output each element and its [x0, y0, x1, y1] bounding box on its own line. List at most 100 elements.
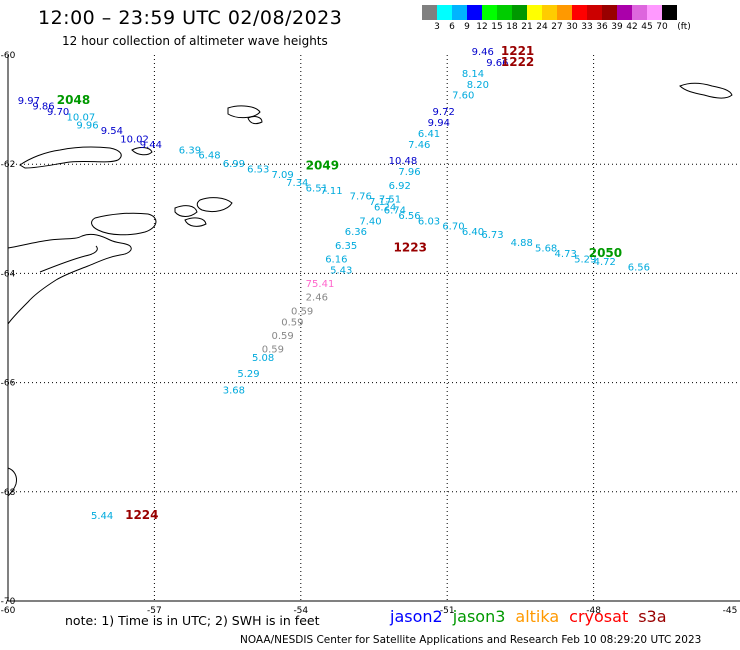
wave-height-label: 7.34 [286, 178, 308, 189]
legend-swatch [662, 5, 677, 20]
wave-height-label: 6.35 [335, 241, 357, 252]
legend-swatch [587, 5, 602, 20]
lon-label: -57 [147, 606, 162, 616]
wave-height-label: 75.41 [306, 279, 335, 290]
wave-height-label: 9.86 [32, 102, 54, 113]
wave-height-label: 9.72 [433, 107, 455, 118]
wave-height-label: 3.68 [223, 386, 245, 397]
wave-height-label: 9.46 [472, 47, 494, 58]
footnote: note: 1) Time is in UTC; 2) SWH is in fe… [65, 613, 320, 628]
wave-height-label: 9.96 [76, 121, 98, 132]
legend-tick-label: 3 [434, 22, 440, 32]
wave-height-label: 7.51 [379, 194, 401, 205]
wave-height-label: 0.59 [281, 317, 303, 328]
lat-label: -60 [1, 51, 16, 61]
islands-west-edge [7, 467, 17, 497]
legend-tick-label: 33 [581, 22, 593, 32]
legend-tick-label: 12 [476, 22, 488, 32]
time-stamp-label: 2048 [57, 93, 90, 107]
wave-height-label: 6.56 [398, 211, 420, 222]
island-small-1 [131, 147, 153, 156]
wave-height-label: 2.46 [306, 293, 328, 304]
legend-tick-label: 39 [611, 22, 623, 32]
legend-tick-label: 42 [626, 22, 638, 32]
wave-height-label: 0.59 [291, 306, 313, 317]
map-title: 12:00 – 23:59 UTC 02/08/2023 [38, 7, 343, 29]
coastline [7, 82, 733, 497]
wave-height-label: 6.56 [628, 263, 650, 274]
legend-swatch [647, 5, 662, 20]
time-stamp-label: 1223 [394, 241, 427, 255]
wave-height-label: 0.59 [262, 345, 284, 356]
lat-label: -64 [1, 269, 16, 279]
legend-swatch [422, 5, 437, 20]
lat-label: -68 [1, 488, 16, 498]
legend-swatch [512, 5, 527, 20]
color-legend: 3 6 9 12 15 18 21 24 27 30 33 36 39 42 45 70 (ft) [422, 5, 740, 32]
lat-label: -66 [1, 379, 16, 389]
wave-height-label: 10.07 [67, 113, 96, 124]
lon-label: -60 [1, 606, 16, 616]
island-small-5 [184, 217, 207, 227]
satellite-name: cryosat [569, 607, 629, 626]
lat-label: -62 [1, 160, 16, 170]
wave-height-label: 7.60 [452, 91, 474, 102]
credit-line: NOAA/NESDIS Center for Satellite Applica… [240, 634, 702, 646]
wave-height-label: 9.54 [101, 126, 123, 137]
legend-swatch [437, 5, 452, 20]
legend-swatch [482, 5, 497, 20]
wave-height-label: 6.73 [481, 230, 503, 241]
south-orkney [679, 82, 733, 99]
wave-height-label: 7.09 [272, 170, 294, 181]
wave-height-label: 6.24 [374, 203, 396, 214]
wave-height-label: 9.94 [428, 118, 450, 129]
legend-swatch [452, 5, 467, 20]
wave-height-label: 9.70 [47, 107, 69, 118]
wave-height-label: 6.41 [418, 129, 440, 140]
elephant-island [196, 197, 233, 213]
wave-height-label: 9.66 [486, 58, 508, 69]
legend-swatch [632, 5, 647, 20]
satellite-name: s3a [638, 607, 667, 626]
legend-swatch [497, 5, 512, 20]
wave-height-label: 6.92 [389, 181, 411, 192]
legend-tick-label: 21 [521, 22, 533, 32]
time-stamp-label: 1222 [501, 55, 534, 69]
peninsula-inner [39, 245, 98, 273]
south-shetland-islands [19, 146, 122, 169]
map-subtitle: 12 hour collection of altimeter wave hei… [62, 34, 328, 48]
axis-labels: -60-62-64-66-68-70-60 -57 -54 -51 -48 -45 [1, 51, 738, 616]
legend-swatch [542, 5, 557, 20]
lon-label: -51 [440, 606, 455, 616]
wave-height-label: 6.70 [442, 222, 464, 233]
wave-height-label: 8.14 [462, 69, 484, 80]
time-stamp-label: 1221 [501, 44, 534, 58]
wave-height-label: 9.44 [140, 140, 162, 151]
wave-height-label: 6.40 [462, 227, 484, 238]
lat-lon-grid [8, 55, 740, 601]
legend-labels: 3 6 9 12 15 18 21 24 27 30 33 36 39 42 45 70 (ft) [422, 20, 740, 32]
lon-label: -54 [293, 606, 308, 616]
time-stamp-label: 1224 [125, 508, 158, 522]
wave-height-label: 9.97 [18, 96, 40, 107]
wave-height-tracks: 9.979.869.709.5410.029.449.469.669.729.9… [18, 47, 650, 522]
lon-label: -48 [586, 606, 601, 616]
island-small-4 [174, 205, 198, 217]
wave-height-label: 7.40 [359, 216, 381, 227]
legend-swatch [572, 5, 587, 20]
legend-unit: (ft) [677, 22, 691, 32]
wave-height-label: 7.96 [398, 167, 420, 178]
wave-height-label: 5.44 [91, 511, 113, 522]
wave-height-label: 6.03 [418, 216, 440, 227]
time-stamp-label: 2049 [306, 159, 339, 173]
wave-height-label: 6.74 [384, 205, 406, 216]
lat-label: -70 [1, 597, 16, 607]
satellite-name: jason3 [452, 607, 506, 626]
wave-height-label: 4.72 [594, 257, 616, 268]
legend-tick-label: 70 [656, 22, 668, 32]
legend-swatch [467, 5, 482, 20]
satellite-name: altika [515, 607, 560, 626]
wave-height-label: 10.02 [120, 134, 149, 145]
legend-swatch [617, 5, 632, 20]
